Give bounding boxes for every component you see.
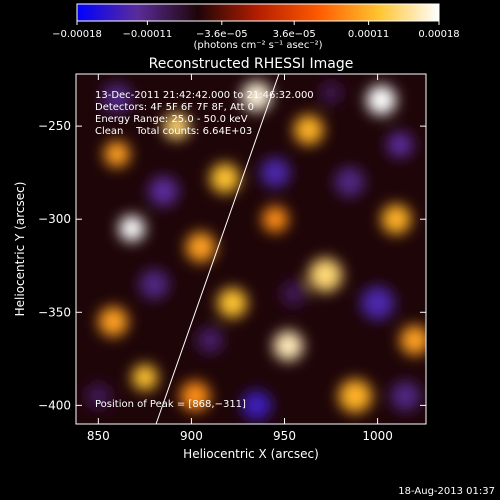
image-source — [210, 163, 240, 194]
colorbar-tick-label: −3.6e−05 — [196, 29, 248, 40]
y-tick-label: −300 — [38, 212, 71, 226]
image-source — [197, 327, 224, 354]
colorbar-unit-label: (photons cm⁻² s⁻¹ asec⁻²) — [193, 40, 322, 51]
image-source — [98, 306, 129, 337]
image-source — [131, 364, 158, 391]
image-source — [280, 280, 307, 307]
annotation-block: 13-Dec-2011 21:42:42.000 to 21:46:32.000… — [95, 90, 314, 137]
image-source — [334, 167, 365, 197]
x-tick-label: 950 — [273, 429, 296, 443]
image-source — [338, 379, 373, 413]
y-tick-label: −400 — [38, 398, 71, 412]
y-axis-label: Heliocentric Y (arcsec) — [13, 182, 27, 317]
image-source — [399, 325, 426, 356]
image-source — [319, 81, 343, 104]
image-source — [360, 286, 395, 320]
colorbar-tick-label: 0.00018 — [418, 29, 459, 40]
colorbar-tick-label: 0.00011 — [348, 29, 389, 40]
image-source — [85, 383, 112, 410]
colorbar — [76, 3, 440, 22]
peak-position-label: Position of Peak = [868,−311] — [95, 399, 246, 410]
x-tick-label: 850 — [87, 429, 110, 443]
image-source — [118, 215, 145, 242]
y-tick-label: −250 — [38, 119, 71, 133]
colorbar-tick-label: −0.00018 — [52, 29, 102, 40]
solar-limb-line — [155, 73, 280, 425]
annotation-line: 13-Dec-2011 21:42:42.000 to 21:46:32.000 — [95, 90, 314, 101]
plot-background — [76, 74, 426, 424]
annotation-line: Clean Total counts: 6.64E+03 — [95, 126, 252, 137]
image-source — [262, 206, 289, 233]
footer-timestamp: 18-Aug-2013 01:37 — [398, 486, 495, 497]
image-source — [390, 381, 421, 411]
annotation-line: Energy Range: 25.0 - 50.0 keV — [95, 114, 248, 125]
image-source — [103, 141, 130, 168]
axis-ticks: 850 900 950 1000 −400 −350 −300 −250 — [38, 74, 426, 443]
image-source — [139, 269, 170, 300]
image-source — [185, 232, 216, 263]
colorbar-tick-label: −0.00011 — [123, 29, 173, 40]
image-source — [381, 204, 412, 235]
chart-title: Reconstructed RHESSI Image — [149, 56, 354, 72]
image-source — [260, 157, 291, 188]
image-source — [148, 176, 179, 207]
y-tick-label: −350 — [38, 305, 71, 319]
x-tick-label: 900 — [180, 429, 203, 443]
image-source — [102, 83, 132, 114]
image-source — [293, 114, 324, 145]
image-source — [217, 288, 248, 318]
image-source — [241, 81, 272, 112]
image-source — [308, 258, 343, 292]
x-tick-label: 1000 — [362, 429, 393, 443]
plot-frame — [75, 73, 427, 425]
image-source — [163, 113, 190, 140]
image-source — [241, 390, 272, 421]
image-sources — [85, 81, 426, 421]
colorbar-tick-label: 3.6e−05 — [273, 29, 316, 40]
image-source — [386, 131, 413, 158]
colorbar-ticks: −0.00018 −0.00011 −3.6e−05 3.6e−05 0.00011 0.… — [52, 21, 460, 40]
image-source — [180, 381, 211, 411]
annotation-line: Detectors: 4F 5F 6F 7F 8F, Att 0 — [95, 102, 254, 113]
image-source — [273, 330, 304, 361]
x-axis-label: Heliocentric X (arcsec) — [183, 447, 319, 461]
image-source — [366, 85, 397, 115]
